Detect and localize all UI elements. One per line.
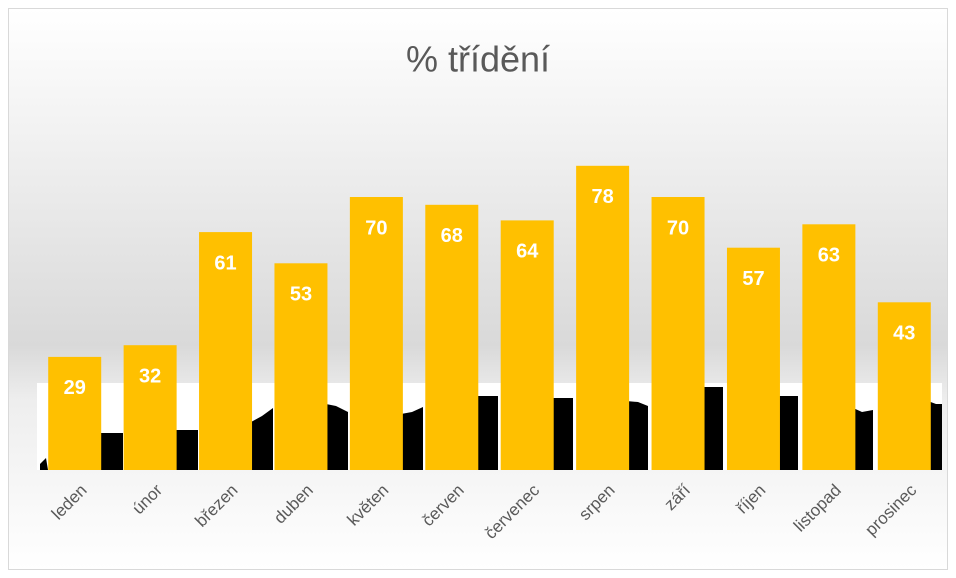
data-label: 70: [667, 217, 689, 239]
bar: [349, 197, 403, 470]
bar: [651, 197, 705, 470]
data-label: 78: [592, 186, 614, 208]
bar: [726, 247, 780, 470]
data-label: 53: [290, 284, 312, 306]
bar: [500, 220, 554, 470]
data-label: 43: [893, 323, 915, 345]
bar: [425, 204, 479, 471]
data-label: 61: [214, 252, 236, 274]
chart-title: % třídění: [406, 39, 550, 80]
data-label: 64: [516, 241, 539, 263]
bar: [123, 345, 177, 470]
data-label: 29: [64, 377, 86, 399]
backdrop-shape: [40, 387, 942, 470]
bar: [576, 165, 630, 471]
bar: [274, 263, 328, 470]
data-label: 63: [818, 245, 840, 267]
bar: [802, 224, 856, 470]
data-label: 70: [365, 217, 387, 239]
bar: [48, 356, 102, 470]
bar: [877, 302, 931, 470]
data-label: 68: [441, 225, 463, 247]
data-label: 57: [742, 268, 764, 290]
bar: [199, 232, 253, 470]
data-label: 32: [139, 365, 161, 387]
